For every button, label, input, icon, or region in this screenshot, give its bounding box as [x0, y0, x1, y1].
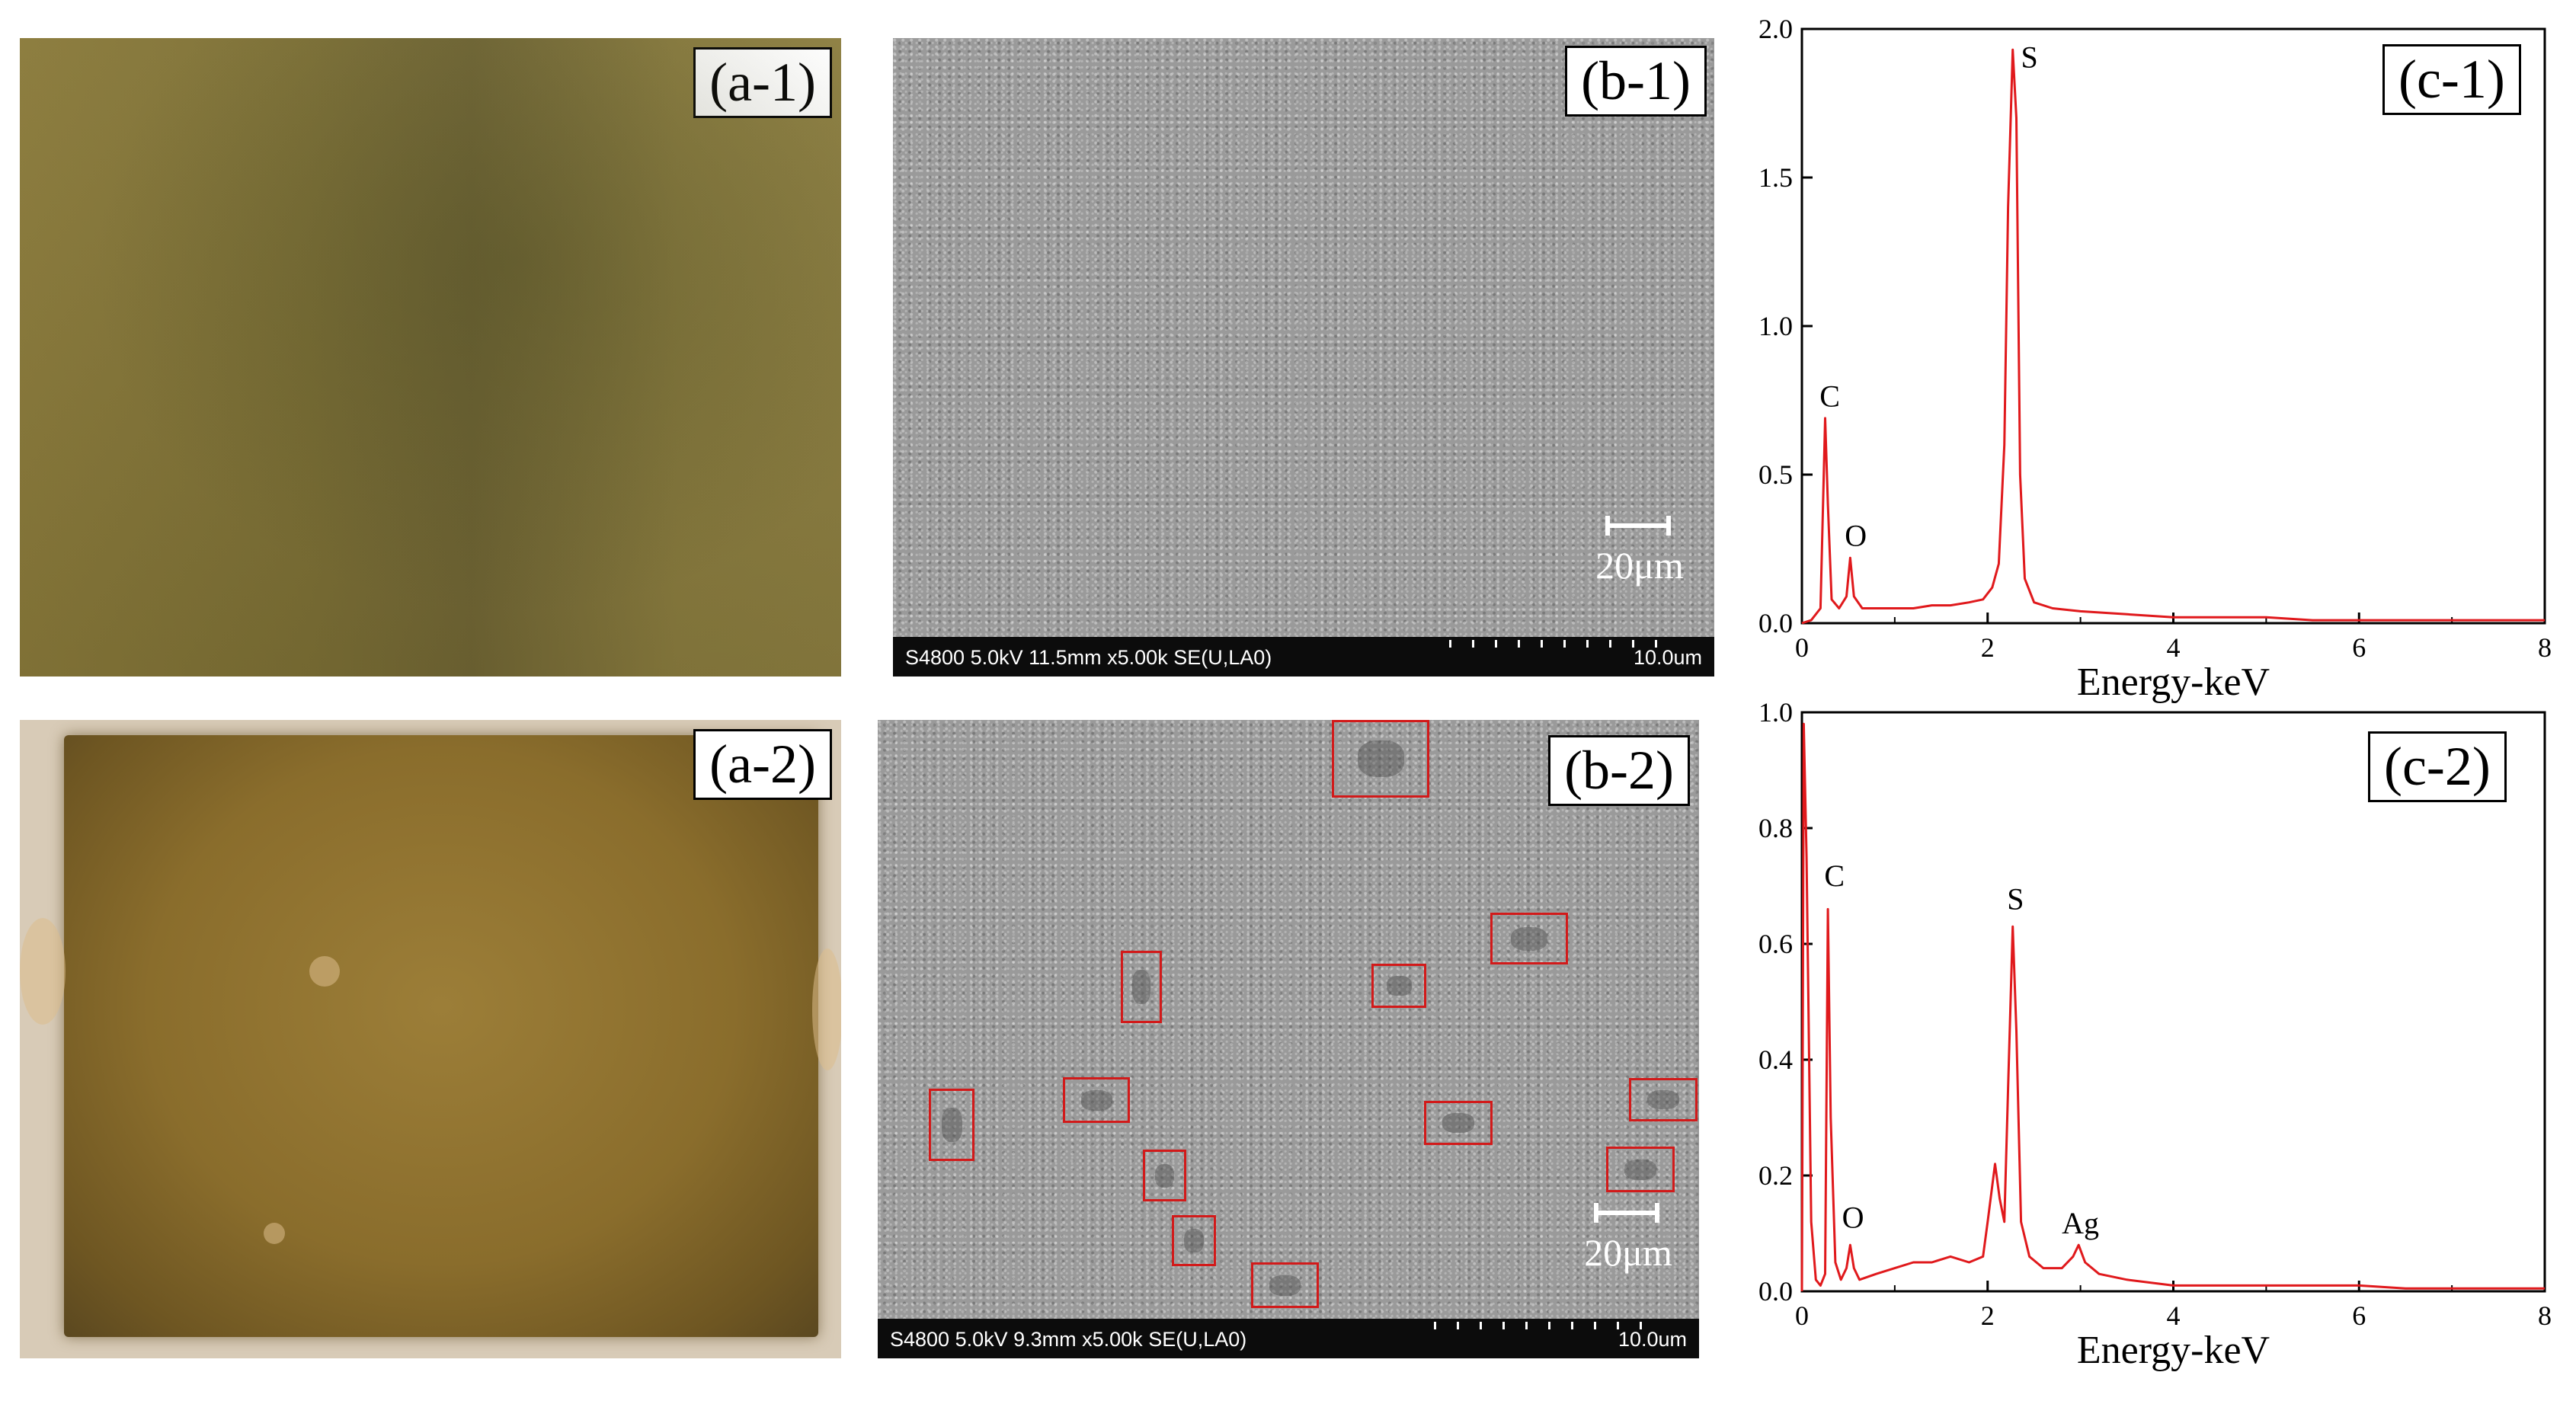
panel-label-a1: (a-1) — [693, 47, 832, 118]
y-tick-label: 1.0 — [1758, 311, 1793, 341]
panel-label-b2: (b-2) — [1548, 735, 1690, 806]
sem-image-b2: (b-2) 20μm S4800 5.0kV 9.3mm x5.00k SE(U… — [878, 720, 1699, 1358]
x-tick-label: 4 — [2167, 1300, 2181, 1331]
panel-label-c2: (c-2) — [2368, 731, 2507, 802]
y-tick-label: 0.5 — [1758, 459, 1793, 490]
spectrum-line — [1800, 722, 2545, 1292]
y-tick-label: 0.4 — [1758, 1044, 1793, 1075]
stain-edge — [812, 948, 841, 1070]
marked-region — [1629, 1078, 1698, 1121]
peak-label: C — [1824, 859, 1845, 893]
y-tick-label: 0.0 — [1758, 1276, 1793, 1307]
stain-edge — [20, 918, 66, 1025]
peak-label: Ag — [2062, 1206, 2099, 1240]
peak-label: S — [2021, 40, 2037, 75]
panel-label-b1: (b-1) — [1565, 46, 1707, 117]
scale-bar-line — [1594, 1203, 1659, 1223]
panel-label-c1: (c-1) — [2382, 44, 2521, 115]
peak-label: O — [1842, 1200, 1864, 1234]
scale-bar-line — [1605, 516, 1671, 536]
x-tick-label: 6 — [2352, 1300, 2366, 1331]
eds-spectrum-c1: 0 2 4 6 8 0.0 0.5 1.0 1.5 2.0 S C O Energy-keV — [1758, 14, 2552, 704]
marked-region — [1606, 1147, 1675, 1192]
y-tick-label: 2.0 — [1758, 14, 1793, 44]
y-tick-label: 0.2 — [1758, 1160, 1793, 1191]
sample-photo-a2: (a-2) — [20, 720, 841, 1358]
x-axis-label: Energy-keV — [2077, 1329, 2270, 1372]
sem-image-b1: (b-1) 20μm S4800 5.0kV 11.5mm x5.00k SE(… — [893, 38, 1714, 677]
x-tick-label: 2 — [1981, 632, 1995, 663]
peak-label: S — [2007, 881, 2024, 916]
spectrum-line — [1801, 48, 2545, 625]
x-tick-label: 2 — [1981, 1300, 1995, 1331]
marked-region — [1143, 1150, 1186, 1201]
panel-label-a2: (a-2) — [693, 729, 832, 800]
peak-label: C — [1819, 379, 1840, 413]
x-tick-label: 0 — [1795, 1300, 1809, 1331]
marked-region — [1121, 951, 1162, 1023]
sem-info-bar-b1: S4800 5.0kV 11.5mm x5.00k SE(U,LA0) 10.0… — [893, 637, 1714, 677]
eds-spectrum-c2: 0 2 4 6 8 0.0 0.2 0.4 0.6 0.8 1.0 C S O Ag Energy-keV — [1758, 697, 2552, 1372]
stain-spot — [309, 956, 340, 987]
scale-bar-label: 20μm — [1595, 544, 1684, 587]
x-tick-label: 4 — [2167, 632, 2181, 663]
marked-region — [929, 1089, 974, 1161]
sem-info-text: S4800 5.0kV 11.5mm x5.00k SE(U,LA0) — [905, 646, 1272, 669]
x-tick-label: 0 — [1795, 632, 1809, 663]
marked-region — [1172, 1215, 1216, 1266]
marked-region — [1371, 964, 1426, 1008]
y-tick-label: 0.6 — [1758, 929, 1793, 959]
y-tick-label: 1.0 — [1758, 697, 1793, 728]
sem-info-bar-b2: S4800 5.0kV 9.3mm x5.00k SE(U,LA0) 10.0u… — [878, 1319, 1699, 1358]
scale-bar-label: 20μm — [1584, 1231, 1672, 1274]
marked-region — [1424, 1101, 1493, 1145]
plot-frame — [1800, 27, 2546, 625]
y-tick-label: 0.8 — [1758, 813, 1793, 843]
marked-region — [1251, 1262, 1319, 1308]
x-tick-label: 8 — [2538, 632, 2552, 663]
sem-info-text: S4800 5.0kV 9.3mm x5.00k SE(U,LA0) — [890, 1328, 1247, 1351]
marked-region — [1332, 720, 1429, 798]
tarnished-sheet — [64, 735, 818, 1337]
marked-region — [1063, 1077, 1130, 1123]
sem-field-of-view: 10.0um — [1618, 1328, 1687, 1351]
sem-ticks — [1434, 1322, 1662, 1329]
sem-field-of-view: 10.0um — [1633, 646, 1702, 669]
peak-label: O — [1845, 519, 1867, 553]
x-tick-label: 6 — [2352, 632, 2366, 663]
marked-region — [1490, 913, 1568, 964]
x-axis-label: Energy-keV — [2077, 661, 2270, 704]
x-tick-label: 8 — [2538, 1300, 2552, 1331]
y-tick-label: 0.0 — [1758, 608, 1793, 638]
y-tick-label: 1.5 — [1758, 162, 1793, 193]
sample-photo-a1: (a-1) — [20, 38, 841, 677]
sem-ticks — [1449, 640, 1678, 648]
stain-spot — [264, 1223, 285, 1244]
